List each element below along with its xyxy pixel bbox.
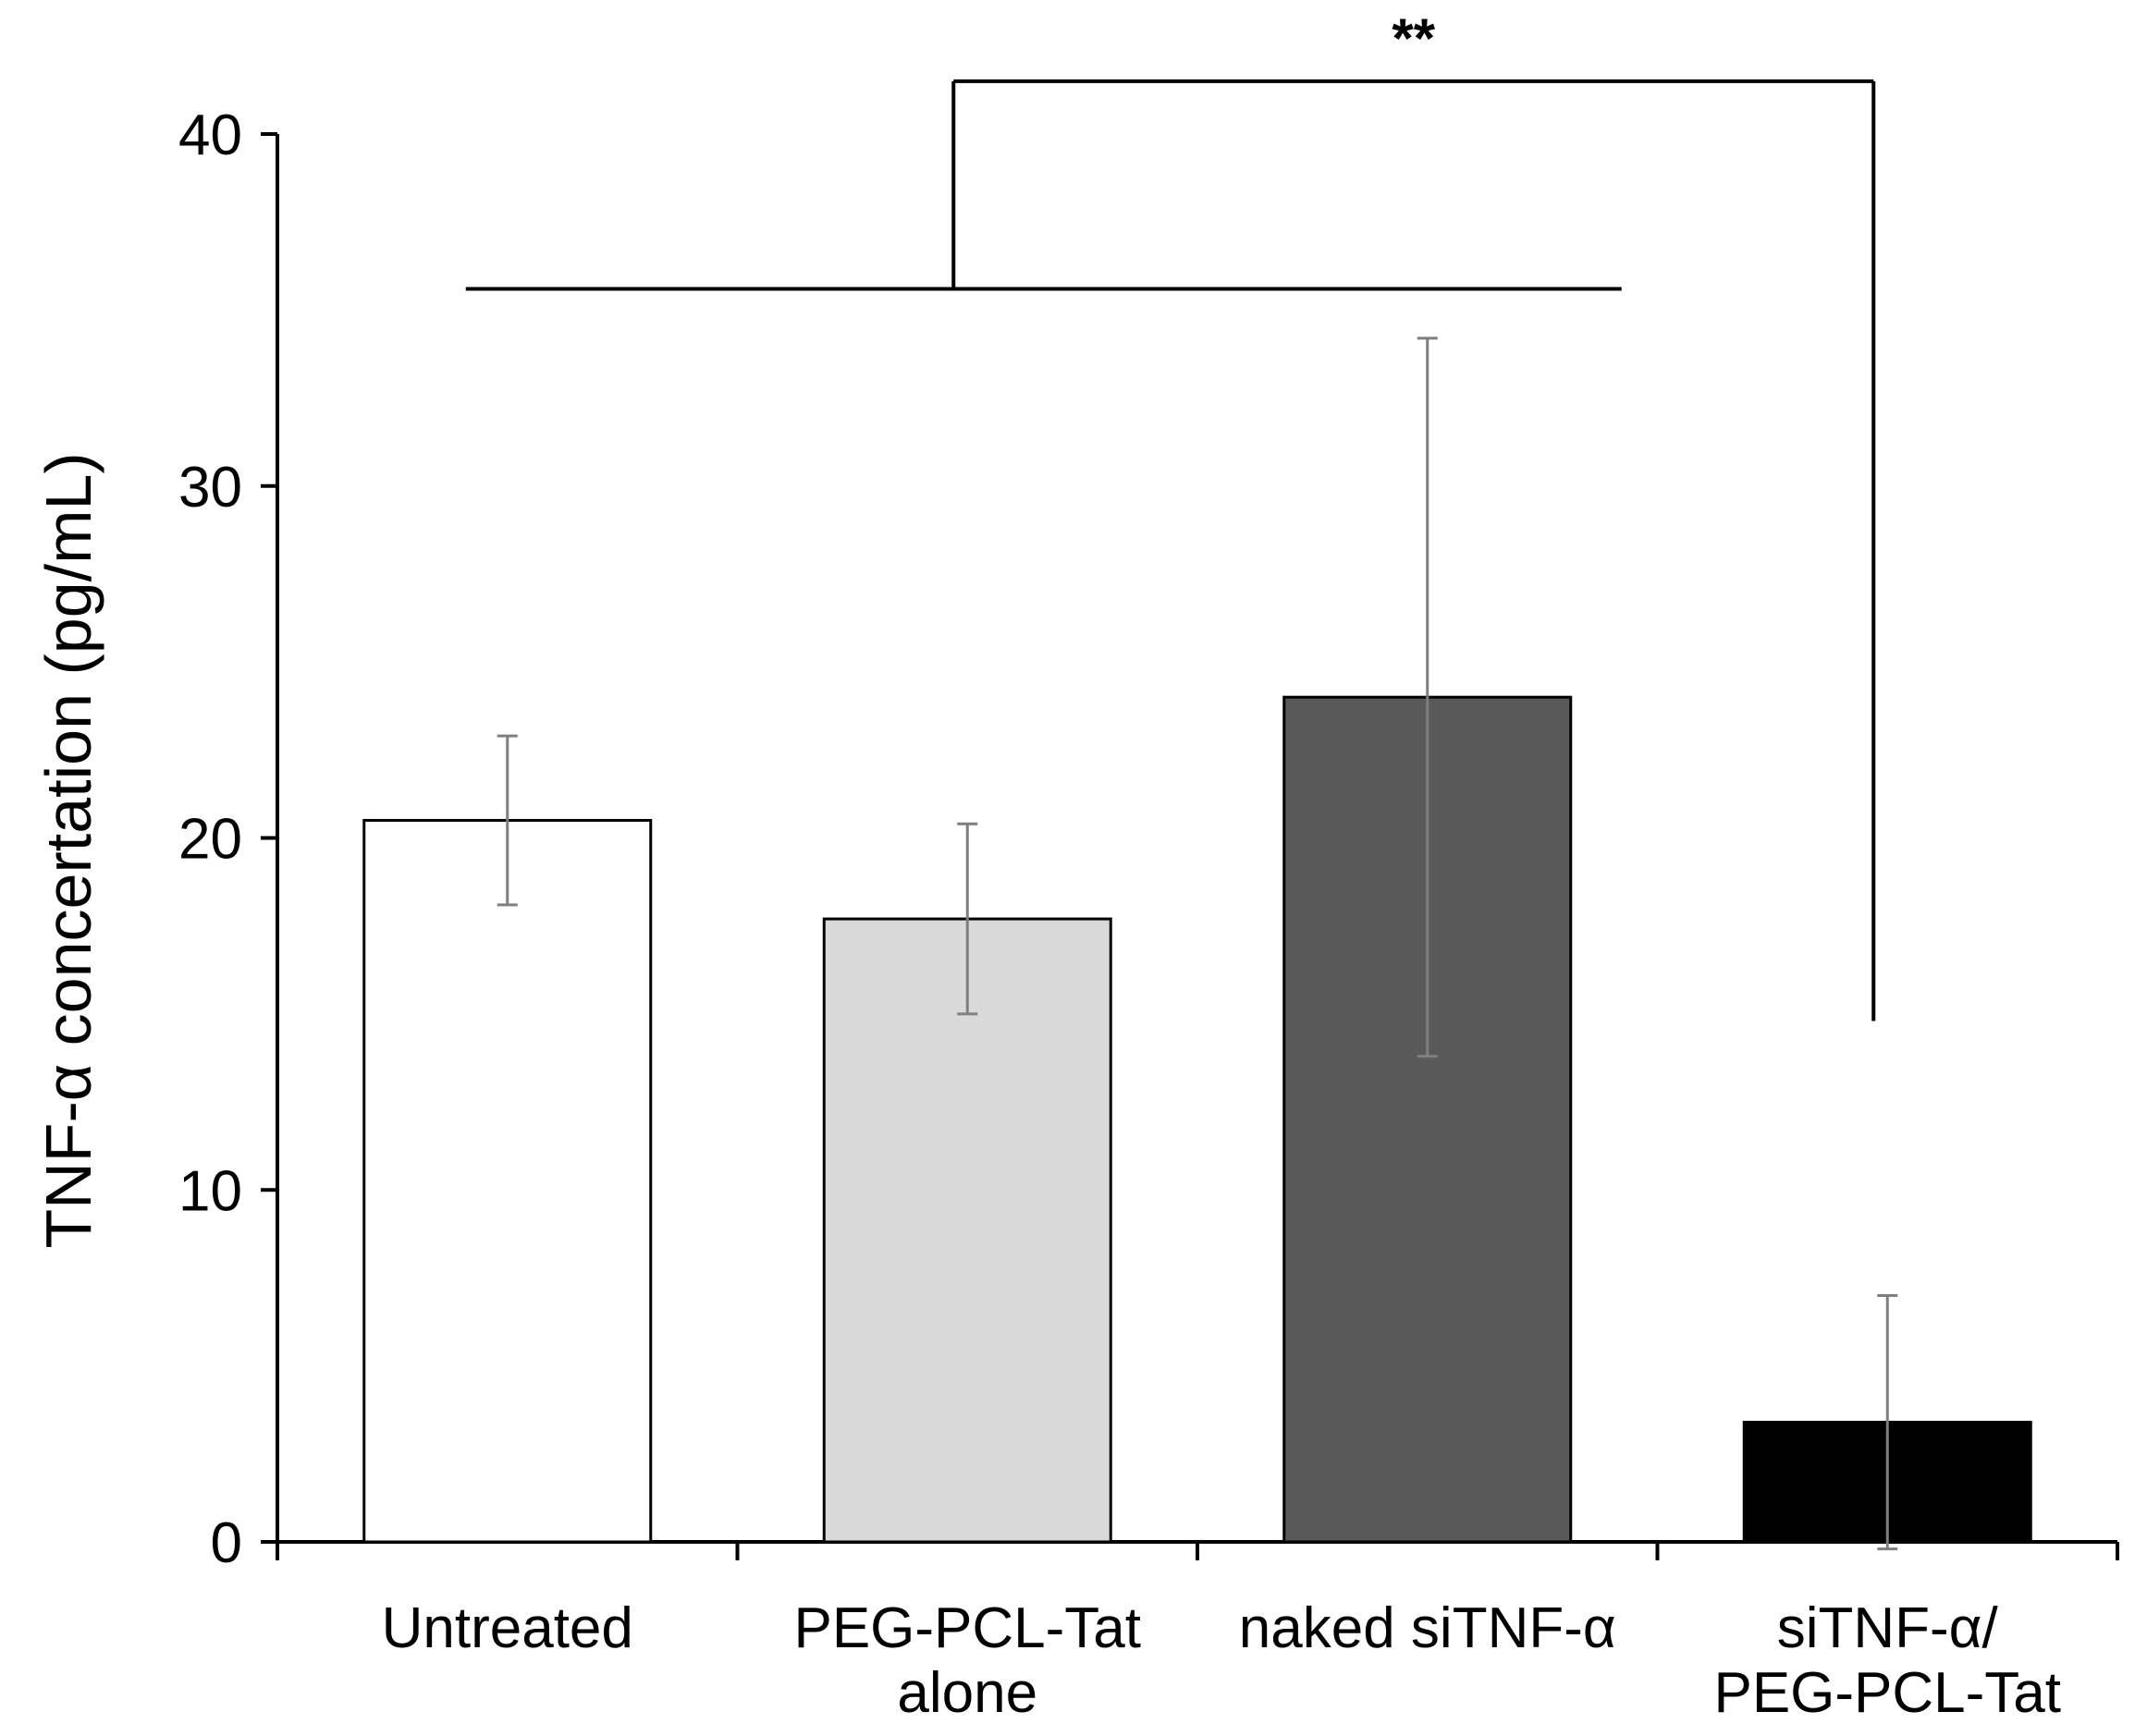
bar-1: [362, 818, 653, 1544]
y-axis-title: TNF-α concertation (pg/mL): [32, 452, 104, 1248]
x-category-label: Untreated: [382, 1596, 633, 1660]
y-tick-label: 0: [211, 1511, 242, 1575]
y-tick-label: 30: [178, 456, 242, 520]
significance-label: **: [1392, 7, 1435, 69]
x-category-label: alone: [897, 1661, 1037, 1725]
bar-2: [822, 917, 1112, 1544]
x-category-label: naked siTNF-α: [1239, 1596, 1616, 1660]
x-category-label: siTNF-α/: [1777, 1596, 1999, 1660]
y-tick-label: 20: [178, 808, 242, 872]
x-category-label: PEG-PCL-Tat: [1713, 1661, 2061, 1725]
y-tick-label: 10: [178, 1159, 242, 1223]
x-category-label: PEG-PCL-Tat: [793, 1596, 1141, 1660]
y-tick-label: 40: [178, 104, 242, 167]
